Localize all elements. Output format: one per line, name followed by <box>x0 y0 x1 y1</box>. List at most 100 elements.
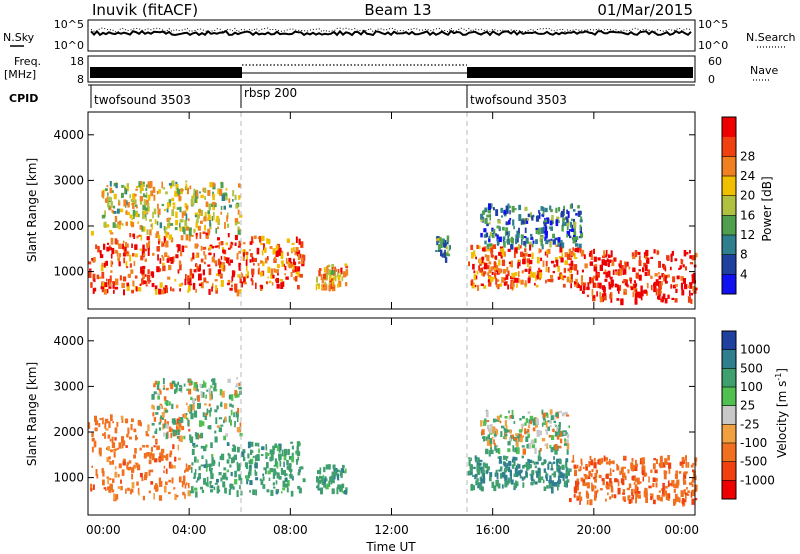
power-cell <box>212 201 216 206</box>
power-cell <box>487 279 490 283</box>
velocity-cell <box>476 461 479 466</box>
velocity-cell <box>686 471 688 474</box>
velocity-cell <box>161 412 165 418</box>
power-cell <box>225 242 228 246</box>
power-cell <box>524 218 527 225</box>
velocity-cell <box>94 415 97 422</box>
power-cell <box>133 260 136 267</box>
power-cell <box>608 281 611 286</box>
velocity-cell <box>680 490 684 497</box>
power-cell <box>180 188 184 192</box>
power-cell <box>616 298 620 301</box>
power-cell <box>568 257 572 260</box>
power-cell <box>142 212 145 220</box>
velocity-cell <box>133 454 136 459</box>
velocity-cell <box>275 480 278 485</box>
velocity-cell <box>585 466 588 471</box>
velocity-cell <box>557 424 561 430</box>
velocity-cell <box>127 427 130 430</box>
velocity-cell <box>336 487 339 495</box>
velocity-cell <box>187 490 191 497</box>
power-cell <box>222 249 226 254</box>
velocity-cell <box>165 468 168 474</box>
velocity-cell <box>558 428 561 433</box>
power-cell <box>157 234 161 239</box>
velocity-cell <box>130 488 134 493</box>
power-cell <box>108 230 113 233</box>
power-cell <box>113 183 116 187</box>
velocity-cell <box>511 409 514 416</box>
velocity-cell <box>109 478 112 481</box>
power-cell <box>524 280 527 283</box>
velocity-cell <box>553 461 556 465</box>
power-cell <box>555 219 559 227</box>
velocity-cell <box>686 487 688 490</box>
power-cell <box>158 288 162 295</box>
velocity-cell <box>665 470 668 474</box>
velocity-cell <box>209 481 212 485</box>
velocity-cell <box>556 435 560 440</box>
velocity-cell <box>554 423 556 427</box>
velocity-cell <box>165 409 169 413</box>
power-cell <box>130 198 135 203</box>
velocity-cell <box>272 482 275 486</box>
freq-band-1 <box>90 67 242 78</box>
power-cell <box>263 243 265 251</box>
velocity-cell <box>605 474 609 479</box>
velocity-cell <box>591 473 593 477</box>
power-cell <box>524 283 528 286</box>
power-cell <box>177 244 181 252</box>
power-cell <box>259 236 262 243</box>
velocity-cell <box>153 493 155 500</box>
velocity-cell <box>543 415 546 422</box>
power-cell <box>114 215 118 222</box>
velocity-cell <box>503 436 506 439</box>
velocity-cell <box>642 460 645 465</box>
power-cell <box>682 278 686 284</box>
power-cell <box>531 252 534 260</box>
velocity-cell <box>243 456 246 462</box>
power-cell <box>604 278 608 282</box>
velocity-cell <box>506 463 508 468</box>
power-cell <box>550 208 553 213</box>
power-cell <box>257 268 260 275</box>
velocity-cell <box>485 448 489 455</box>
velocity-cell <box>122 459 126 466</box>
power-colorbar-label: Power [dB] <box>760 176 774 241</box>
velocity-cell <box>489 472 493 477</box>
velocity-cell <box>209 412 211 417</box>
power-cell <box>144 248 147 252</box>
velocity-cell <box>129 436 132 440</box>
power-cell <box>653 285 657 293</box>
power-cell <box>203 251 206 256</box>
velocity-cell <box>252 455 255 459</box>
power-cell <box>545 239 549 245</box>
velocity-cell <box>174 493 177 500</box>
power-cell <box>661 273 665 278</box>
power-cell <box>535 239 538 245</box>
velocity-cell <box>154 458 158 463</box>
velocity-cell <box>295 452 298 455</box>
velocity-cell <box>630 462 634 469</box>
power-cell <box>207 217 210 222</box>
power-cell <box>121 192 124 198</box>
power-cell <box>111 247 115 255</box>
power-cell <box>118 253 121 258</box>
power-cell <box>656 250 660 255</box>
velocity-cell <box>541 476 544 481</box>
power-cell <box>259 285 262 288</box>
velocity-cell <box>675 493 678 499</box>
power-cell <box>482 272 485 277</box>
power-cell <box>119 208 124 213</box>
power-cell <box>484 247 487 251</box>
power-cell <box>331 280 334 287</box>
velocity-cell <box>163 465 166 469</box>
power-cell <box>251 272 254 278</box>
velocity-cell <box>342 464 345 469</box>
power-cell <box>276 264 280 269</box>
power-cell <box>184 219 188 226</box>
velocity-cell <box>487 434 490 440</box>
velocity-cell <box>683 489 686 495</box>
velocity-cell <box>545 421 548 428</box>
velocity-cell <box>156 439 158 443</box>
